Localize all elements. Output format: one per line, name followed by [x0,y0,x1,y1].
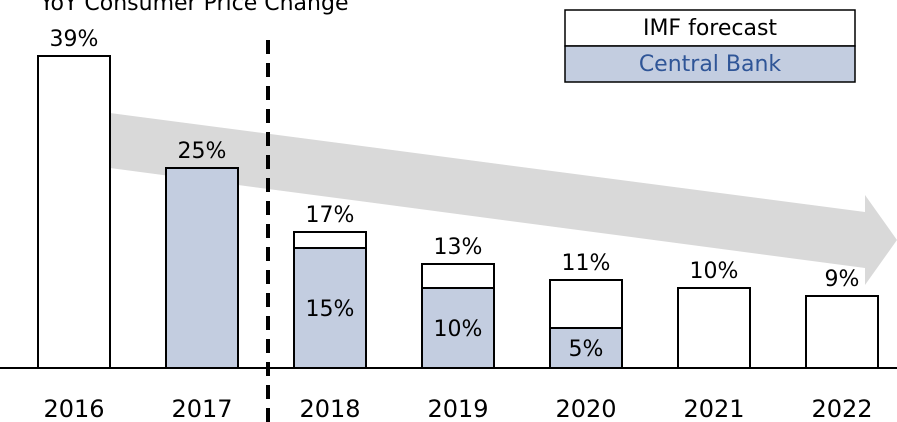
data-label: 25% [178,139,227,164]
data-label: 17% [306,203,355,228]
data-label: 10% [434,317,483,342]
x-tick-label: 2021 [683,395,744,422]
data-label: 5% [569,337,604,362]
legend-label: Central Bank [639,52,782,77]
bar [421,287,495,369]
data-label: 11% [562,251,611,276]
bar [37,55,111,369]
data-label: 9% [825,267,860,292]
bar [677,287,751,369]
legend-label: IMF forecast [643,16,777,41]
legend: IMF forecast Central Bank [564,9,856,83]
x-tick-label: 2016 [43,395,104,422]
x-tick-label: 2020 [555,395,616,422]
legend-swatch [564,45,856,83]
x-tick-label: 2022 [811,395,872,422]
x-tick-label: 2017 [171,395,232,422]
bar [293,247,367,369]
bar [549,327,623,369]
data-label: 15% [306,297,355,322]
bar [165,167,239,369]
data-label: 10% [690,259,739,284]
x-tick-label: 2019 [427,395,488,422]
x-tick-label: 2018 [299,395,360,422]
data-label: 39% [50,27,99,52]
data-label: 13% [434,235,483,260]
bar [805,295,879,369]
trend-arrow [110,113,897,285]
chart-title: YoY Consumer Price Change [39,0,348,16]
